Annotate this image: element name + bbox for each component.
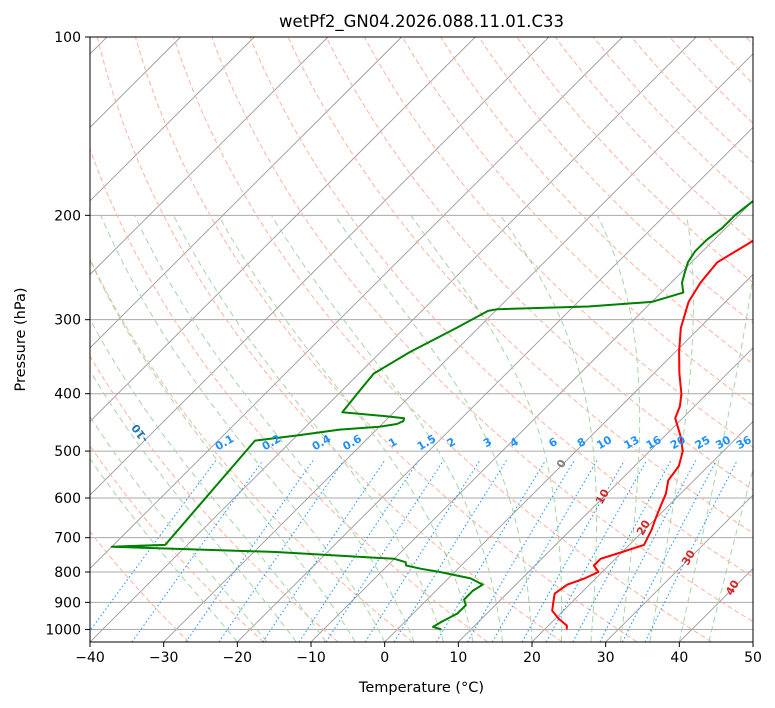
y-axis-title: Pressure (hPa) (13, 287, 29, 391)
y-tick-label: 100 (54, 30, 81, 46)
isotherm-line (90, 37, 697, 642)
dry-adiabat-line (134, 37, 638, 642)
x-tick-label: 0 (380, 650, 389, 666)
isotherm-line (90, 37, 476, 423)
y-tick-label: 500 (54, 444, 81, 460)
isotherm-line (90, 37, 329, 276)
dry-adiabat-line (90, 530, 190, 642)
mixing-ratio-line (491, 460, 598, 642)
mixing-ratio-line (185, 460, 314, 642)
mixing-ratio-line (435, 460, 546, 642)
mixing-ratio-line (131, 460, 264, 642)
isotherm-line (384, 273, 753, 642)
x-tick-label: −10 (296, 650, 326, 666)
dry-adiabat-line (325, 37, 753, 491)
mixing-ratio-line (545, 460, 648, 642)
x-tick-label: −40 (75, 650, 105, 666)
mixing-ratio-line (644, 460, 738, 642)
x-tick-label: 20 (523, 650, 541, 666)
moist-adiabat-line (90, 415, 268, 642)
dry-adiabat-line (516, 37, 753, 284)
sounding-profiles (110, 199, 753, 631)
chart-title: wetPf2_GN04.2026.088.11.01.C33 (279, 12, 564, 32)
x-tick-label: −30 (149, 650, 179, 666)
dry-adiabat-line (249, 37, 753, 578)
mixing-ratio-label: 36 (734, 433, 754, 452)
y-tick-label: 800 (54, 565, 81, 581)
isotherm-line (90, 37, 550, 496)
moist-adiabat-line (678, 272, 753, 642)
isotherm-line (237, 126, 753, 642)
x-tick-label: −20 (223, 650, 253, 666)
isotherm-line (90, 37, 255, 202)
axis-ticks: −40 −30 −20 −10 0 10 20 30 40 50 1000 900 800 700 600 5… (45, 30, 762, 666)
moist-adiabat-line (596, 215, 641, 642)
moist-adiabat-line (172, 215, 445, 642)
temperature-profile-line (551, 239, 753, 630)
mixing-ratio-line (298, 460, 419, 642)
dry-adiabat-line (90, 355, 339, 642)
x-tick-label: 50 (744, 650, 762, 666)
isotherm-line (90, 37, 623, 570)
dry-adiabat-line (478, 37, 753, 324)
x-tick-label: 30 (597, 650, 615, 666)
y-tick-label: 700 (54, 531, 81, 547)
background-lines (90, 37, 753, 642)
moist-adiabat-line (90, 259, 356, 642)
mixing-ratio-line (90, 460, 217, 632)
moist-adiabat-line (217, 215, 474, 642)
y-tick-label: 600 (54, 491, 81, 507)
moist-adiabat-line (134, 215, 415, 642)
isotherm-line (605, 494, 753, 642)
moist-adiabat-line (90, 318, 327, 642)
dewpoint-profile-line (110, 199, 753, 631)
y-tick-label: 1000 (45, 622, 81, 638)
y-tick-label: 400 (54, 387, 81, 403)
isotherm-line (90, 37, 402, 349)
moist-adiabat-line (410, 215, 563, 642)
dry-adiabat-line (592, 37, 753, 203)
mixing-ratio-line (521, 460, 625, 642)
x-tick-label: 40 (670, 650, 688, 666)
isotherm-line (163, 53, 753, 642)
y-tick-label: 300 (54, 313, 81, 329)
plot-frame (89, 36, 754, 643)
mixing-ratio-line (467, 460, 575, 642)
y-tick-label: 200 (54, 208, 81, 224)
dry-adiabat-line (211, 37, 753, 623)
moist-adiabat-line (90, 457, 238, 642)
y-tick-label: 900 (54, 595, 81, 611)
dry-adiabat-line (402, 37, 753, 406)
moist-adiabat-line (100, 215, 386, 642)
moist-adiabat-line (334, 215, 533, 642)
isotherm-line (531, 420, 753, 642)
mixing-ratio-line (218, 460, 345, 642)
dry-adiabat-line (287, 37, 753, 534)
mixing-ratio-line (262, 460, 386, 642)
moist-adiabat-line (270, 215, 503, 642)
moist-adiabat-line (649, 215, 695, 642)
dry-adiabat-line (90, 147, 488, 642)
dry-adiabat-line (363, 37, 753, 448)
moist-adiabat-line (90, 369, 297, 642)
dry-adiabat-line (90, 258, 414, 642)
x-tick-label: 10 (449, 650, 467, 666)
dry-adiabat-line (173, 37, 712, 642)
dry-adiabat-line (96, 37, 563, 642)
x-axis-title: Temperature (°C) (358, 680, 484, 696)
